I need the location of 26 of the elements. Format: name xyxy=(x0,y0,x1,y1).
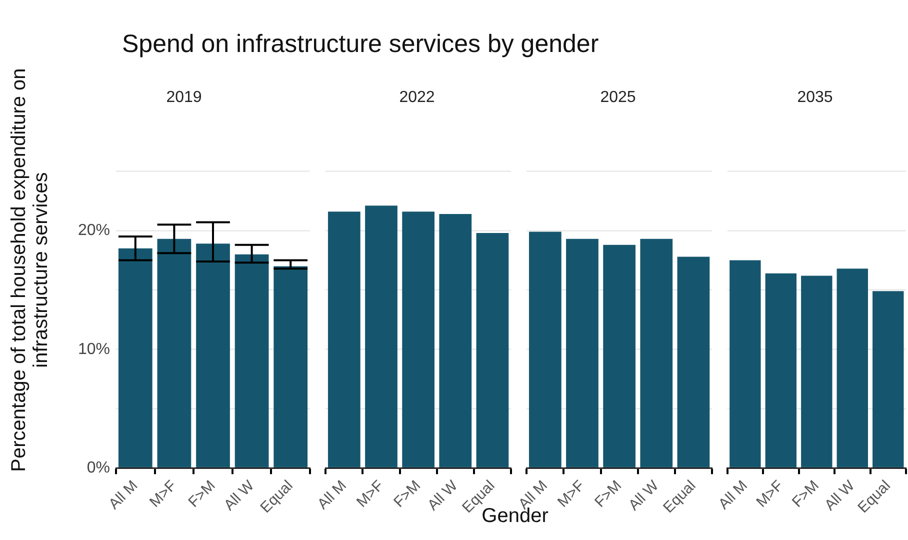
bar xyxy=(872,291,904,468)
y-axis-title: Percentage of total household expenditure on infrastructure services xyxy=(8,67,52,474)
chart-subtitle: 2022 xyxy=(399,89,435,106)
bar xyxy=(765,273,797,468)
bar xyxy=(801,276,832,468)
bar xyxy=(476,232,509,468)
x-tick-label: All W xyxy=(424,476,462,514)
bar xyxy=(328,212,360,468)
x-tick-label: All M xyxy=(106,477,142,513)
x-tick-label: All M xyxy=(715,477,751,513)
x-tick-label: All W xyxy=(220,476,258,514)
bar xyxy=(836,268,868,468)
x-tick-label: All W xyxy=(821,476,859,514)
y-tick-label: 0% xyxy=(86,460,110,477)
chart-subtitle: 2025 xyxy=(600,89,636,106)
bar xyxy=(439,214,472,468)
bar xyxy=(402,212,434,468)
y-tick-label: 10% xyxy=(78,340,110,358)
x-tick-label: All M xyxy=(314,477,350,513)
y-tick-label: 20% xyxy=(78,222,110,239)
bar xyxy=(730,260,761,468)
bar xyxy=(365,206,398,468)
chart-subtitle: 2019 xyxy=(166,89,202,106)
text: Spend on infrastructure services by gender xyxy=(122,30,599,59)
chart-subtitle: 2035 xyxy=(797,89,833,106)
x-tick-label: All W xyxy=(625,476,663,514)
